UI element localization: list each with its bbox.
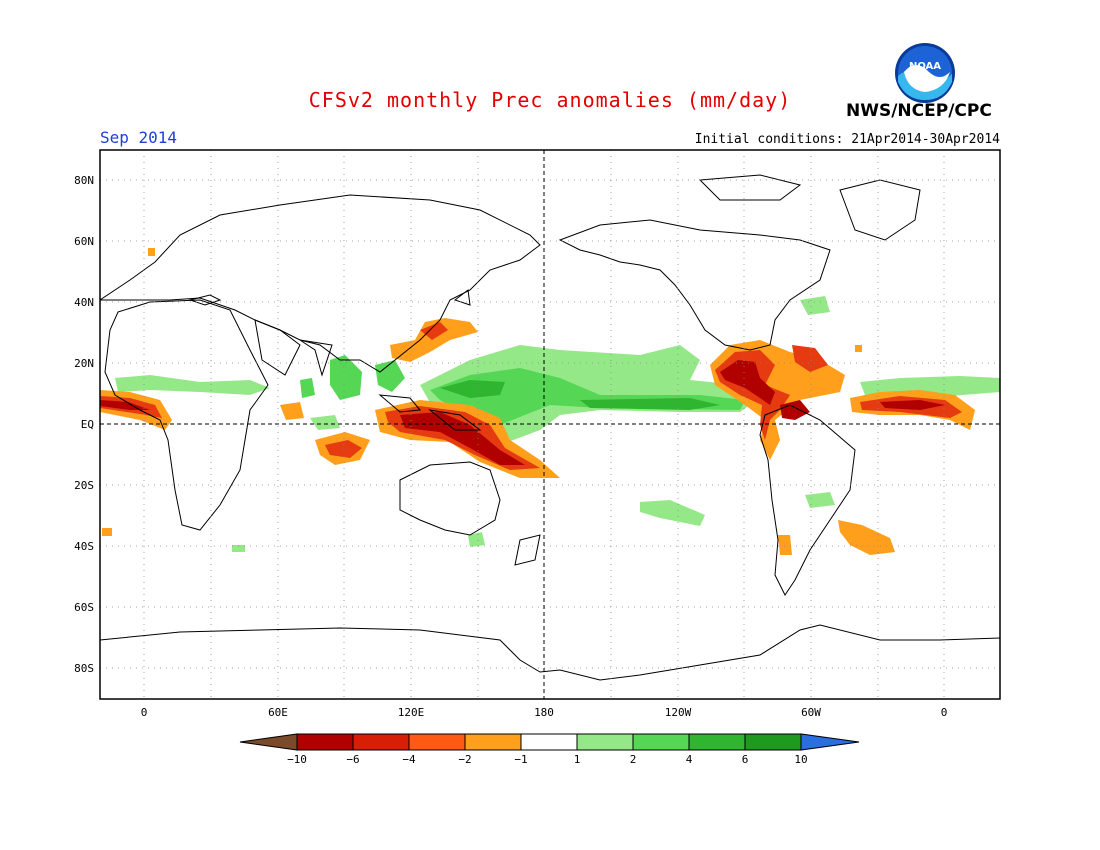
lon-label: 60W [801, 706, 821, 719]
lon-label: 180 [534, 706, 554, 719]
colorbar-segment [744, 733, 802, 751]
dry-anomalies [100, 248, 975, 555]
lat-label: 40S [74, 540, 94, 553]
colorbar-label: −2 [458, 753, 471, 766]
forecast-month: Sep 2014 [100, 128, 178, 147]
lon-label: 120W [665, 706, 692, 719]
noaa-logo: NOAA [895, 43, 955, 103]
colorbar-segment [688, 733, 746, 751]
colorbar-segment [296, 733, 354, 751]
agency-label: NWS/NCEP/CPC [846, 101, 992, 121]
lat-label: 20S [74, 479, 94, 492]
colorbar-arrow-low [239, 733, 298, 751]
colorbar-label: −4 [402, 753, 416, 766]
latitude-labels: 80N 60N 40N 20N EQ 20S 40S 60S 80S [74, 174, 94, 675]
colorbar-segment [576, 733, 634, 751]
graticule [100, 150, 1000, 699]
colorbar-segment [352, 733, 410, 751]
longitude-labels: 0 60E 120E 180 120W 60W 0 [141, 706, 948, 719]
lat-label: 40N [74, 296, 94, 309]
lon-label: 120E [398, 706, 425, 719]
initial-conditions: Initial conditions: 21Apr2014-30Apr2014 [694, 132, 1000, 147]
lat-label: 20N [74, 357, 94, 370]
colorbar-label: 4 [686, 753, 693, 766]
map-title: CFSv2 monthly Prec anomalies (mm/day) [308, 88, 792, 112]
lon-label: 0 [141, 706, 148, 719]
colorbar: −10 −6 −4 −2 −1 1 2 4 6 10 [239, 733, 860, 766]
lat-label: 60N [74, 235, 94, 248]
map-frame [99, 149, 1001, 700]
colorbar-segment [520, 733, 578, 751]
colorbar-arrow-high [800, 733, 860, 751]
lat-label: 80N [74, 174, 94, 187]
colorbar-label: −6 [346, 753, 359, 766]
colorbar-label: 1 [574, 753, 581, 766]
colorbar-label: 2 [630, 753, 637, 766]
coastlines [100, 174, 1000, 681]
wet-anomalies [115, 296, 1000, 552]
lat-label: EQ [81, 418, 94, 431]
noaa-logo-text: NOAA [909, 61, 941, 72]
colorbar-label: 10 [794, 753, 807, 766]
lat-label: 80S [74, 662, 94, 675]
colorbar-segment [408, 733, 466, 751]
lon-label: 0 [941, 706, 948, 719]
colorbar-segment [464, 733, 522, 751]
lat-label: 60S [74, 601, 94, 614]
colorbar-label: 6 [742, 753, 749, 766]
colorbar-label: −10 [287, 753, 307, 766]
anomaly-field [100, 248, 1000, 555]
lon-label: 60E [268, 706, 288, 719]
colorbar-segment [632, 733, 690, 751]
colorbar-label: −1 [514, 753, 527, 766]
